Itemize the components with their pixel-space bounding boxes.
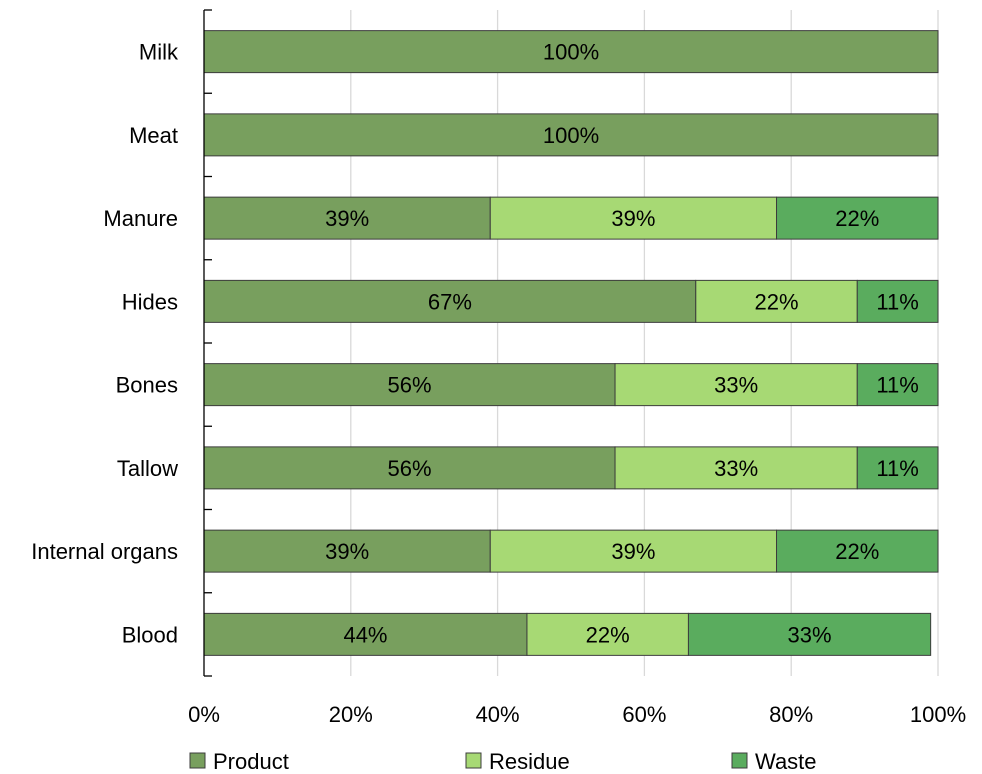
data-label: 39%	[325, 539, 369, 564]
bar-residue-internal-organs	[489, 529, 778, 573]
category-label: Tallow	[117, 456, 178, 481]
x-tick-label: 100%	[910, 702, 966, 727]
bar-residue-tallow	[614, 446, 858, 490]
x-tick-label: 0%	[188, 702, 220, 727]
category-label: Manure	[103, 206, 178, 231]
data-label: 39%	[611, 206, 655, 231]
labels: 100% Milk 100% Meat 39% 39% 22% Manure 67% 22% 11%…	[31, 40, 966, 727]
x-tick-label: 40%	[476, 702, 520, 727]
category-label: Internal organs	[31, 539, 178, 564]
legend-swatch-product	[189, 752, 206, 769]
bar-waste-bones	[856, 363, 939, 407]
bar-product-blood	[203, 612, 528, 656]
bar-residue-hides	[695, 279, 858, 323]
data-label: 33%	[788, 622, 832, 647]
data-label: 39%	[325, 206, 369, 231]
bar-waste-hides	[856, 279, 939, 323]
x-tick-label: 80%	[769, 702, 813, 727]
data-label: 11%	[876, 289, 918, 314]
bar-product-bones	[203, 363, 616, 407]
bar-product-hides	[203, 279, 697, 323]
axes	[203, 9, 212, 677]
data-label: 56%	[387, 373, 431, 398]
category-label: Hides	[122, 289, 178, 314]
data-label: 22%	[835, 206, 879, 231]
legend-swatch-waste	[731, 752, 748, 769]
data-label: 22%	[586, 622, 630, 647]
legend-swatch-residue	[465, 752, 482, 769]
category-label: Milk	[139, 40, 179, 65]
data-label: 100%	[543, 123, 599, 148]
data-label: 11%	[876, 373, 918, 398]
data-label: 39%	[611, 539, 655, 564]
legend-label-product: Product	[213, 749, 289, 774]
bar-residue-blood	[526, 612, 689, 656]
data-label: 33%	[714, 456, 758, 481]
bar-product-milk	[203, 30, 939, 74]
x-tick-label: 60%	[622, 702, 666, 727]
bar-residue-manure	[489, 196, 778, 240]
x-tick-label: 20%	[329, 702, 373, 727]
data-label: 67%	[428, 289, 472, 314]
data-label: 100%	[543, 40, 599, 65]
data-label: 22%	[754, 289, 798, 314]
legend-label-residue: Residue	[489, 749, 570, 774]
data-label: 56%	[387, 456, 431, 481]
category-label: Meat	[129, 123, 178, 148]
gridlines	[350, 10, 939, 676]
bar-product-manure	[203, 196, 491, 240]
bar-waste-internal-organs	[776, 529, 939, 573]
data-label: 22%	[835, 539, 879, 564]
bar-product-internal-organs	[203, 529, 491, 573]
bar-waste-blood	[687, 612, 932, 656]
legend-label-waste: Waste	[755, 749, 817, 774]
data-label: 33%	[714, 373, 758, 398]
legend: Product Residue Waste	[189, 749, 817, 774]
category-label: Blood	[122, 622, 178, 647]
category-label: Bones	[116, 373, 178, 398]
bar-waste-manure	[776, 196, 939, 240]
data-label: 11%	[876, 456, 918, 481]
bar-waste-tallow	[856, 446, 939, 490]
data-label: 44%	[343, 622, 387, 647]
